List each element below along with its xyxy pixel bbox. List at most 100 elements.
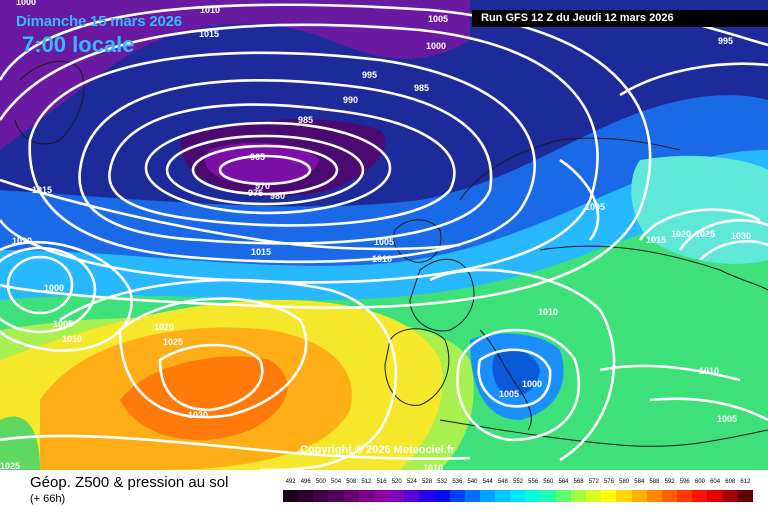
pressure-label: 1010: [538, 307, 558, 317]
scale-swatch: [570, 490, 587, 502]
scale-label: 536: [452, 479, 463, 485]
pressure-label: 1015: [199, 29, 219, 39]
pressure-label: 1025: [0, 461, 20, 470]
scale-swatch: [737, 490, 753, 502]
pressure-label: 1010: [372, 254, 392, 264]
scale-label: 520: [391, 479, 402, 485]
map-canvas: 1000 1010 1005 1015 1000 995 990 985 985…: [0, 0, 768, 470]
field-deep-blue: [0, 0, 768, 249]
scale-label: 596: [679, 479, 690, 485]
pressure-label: 995: [718, 36, 733, 46]
scale-label: 592: [664, 479, 675, 485]
scale-swatch: [328, 490, 344, 502]
isobar-1030: [158, 343, 264, 412]
scale-swatch: [601, 490, 617, 502]
footer-bar: Géop. Z500 & pression au sol (+ 66h) 492…: [0, 470, 768, 512]
scale-bar: [283, 490, 753, 502]
pressure-label: 970: [255, 181, 270, 191]
isobar-1005-italy: [456, 328, 581, 442]
scale-swatch: [343, 490, 359, 502]
pressure-label: 1005: [717, 414, 737, 424]
scale-swatch: [646, 490, 662, 502]
pressure-labels: 1000 1010 1005 1015 1000 995 990 985 985…: [0, 0, 751, 470]
pressure-label: 1015: [32, 185, 52, 195]
field-italy-core: [492, 350, 540, 397]
pressure-label: 1020: [12, 236, 32, 246]
scale-swatch: [692, 490, 708, 502]
copyright-notice: Copyright © 2026 Meteociel.fr: [300, 444, 455, 456]
isobar-1005-west: [0, 246, 97, 334]
scale-swatch: [707, 490, 723, 502]
isobar-975: [165, 134, 365, 206]
scandinavia-coast: [459, 137, 681, 201]
isobars: [0, 3, 768, 470]
scale-label: 556: [528, 479, 539, 485]
scale-swatch: [434, 490, 450, 502]
pressure-label: 1005: [53, 319, 73, 329]
greenland-coast: [14, 60, 85, 145]
isobar-1000-west: [6, 255, 74, 315]
pressure-label: 1000: [426, 41, 446, 51]
pressure-label: 1005: [374, 237, 394, 247]
italy-coast: [479, 329, 532, 431]
scale-label: 532: [437, 479, 448, 485]
scale-label: 492: [285, 479, 296, 485]
isobar-1005-scandi: [559, 158, 600, 241]
forecast-time: 7:00 locale: [22, 32, 135, 57]
scale-swatch: [313, 490, 329, 502]
pressure-label: 1015: [646, 235, 666, 245]
scale-label: 548: [497, 479, 508, 485]
pressure-label: 1005: [499, 389, 519, 399]
scale-swatch: [555, 490, 571, 502]
scale-label: 572: [588, 479, 599, 485]
scale-label: 604: [710, 479, 721, 485]
scale-swatch: [540, 490, 556, 502]
pressure-label: 1025: [163, 337, 183, 347]
scale-label: 588: [649, 479, 660, 485]
isobar-980: [144, 121, 392, 215]
color-scale-legend: 492 496 500 504 508 512 516 520 524 528 532 536 540 5…: [283, 479, 753, 502]
isobar-1020: [59, 278, 398, 470]
isobar-1000-italy: [477, 348, 552, 408]
pressure-label: 1005: [585, 202, 605, 212]
scale-label: 540: [467, 479, 478, 485]
isobar-1030-east: [699, 240, 768, 261]
scale-label: 608: [725, 479, 736, 485]
pressure-label: 1020: [154, 322, 174, 332]
france-coast: [409, 258, 475, 332]
scale-swatch: [373, 490, 390, 502]
isobar-965: [218, 154, 312, 186]
scale-label: 504: [331, 479, 342, 485]
pressure-label: 1030: [188, 410, 208, 420]
scale-swatch: [464, 490, 481, 502]
scale-label: 500: [315, 479, 326, 485]
isobar-985: [108, 103, 456, 227]
scale-label: 564: [558, 479, 569, 485]
pressure-label: 990: [343, 95, 358, 105]
scale-swatch: [419, 490, 435, 502]
scale-label: 544: [482, 479, 493, 485]
pressure-label: 1015: [251, 247, 271, 257]
pressure-label: 1005: [428, 14, 448, 24]
isobar-1010-central: [429, 268, 616, 462]
isobar-1000-ne: [619, 62, 768, 97]
scale-swatch: [616, 490, 632, 502]
weather-map: 1000 1010 1005 1015 1000 995 990 985 985…: [0, 0, 768, 470]
pressure-label: 1030: [731, 231, 751, 241]
scale-label: 512: [361, 479, 372, 485]
pressure-label: 975: [248, 188, 263, 198]
run-info-banner: Run GFS 12 Z du Jeudi 12 mars 2026: [472, 10, 768, 27]
scale-swatch: [510, 490, 526, 502]
pressure-label: 1010: [699, 366, 719, 376]
pressure-label: 1010: [200, 5, 220, 15]
scale-swatch: [298, 490, 314, 502]
pressure-label: 965: [250, 152, 265, 162]
scale-swatch: [495, 490, 511, 502]
scale-label: 524: [406, 479, 417, 485]
pressure-label: 1020: [671, 229, 691, 239]
field-purple-north: [0, 0, 470, 150]
pressure-label: 985: [414, 83, 429, 93]
scale-swatch: [480, 490, 496, 502]
scale-swatch: [389, 490, 405, 502]
north-africa-coast: [439, 419, 768, 447]
